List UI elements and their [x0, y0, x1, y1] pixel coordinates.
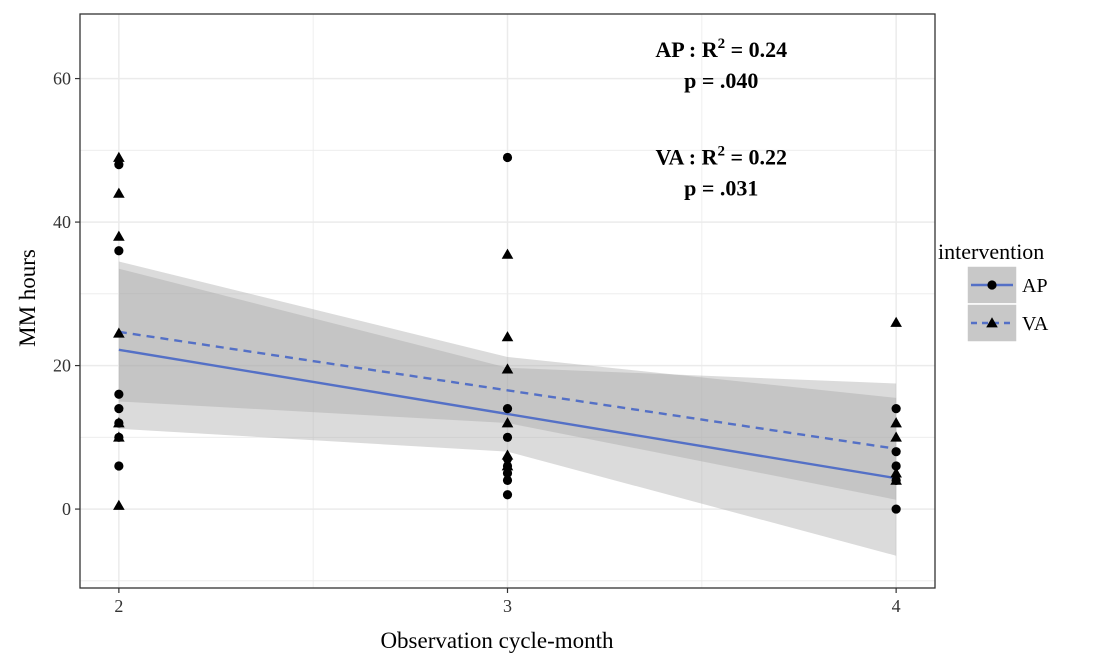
data-point-ap	[891, 461, 901, 471]
data-point-va	[113, 417, 125, 428]
axis-ticks	[75, 77, 897, 593]
data-point-va	[113, 327, 125, 338]
data-point-va	[501, 363, 514, 374]
data-point-ap	[114, 389, 124, 399]
annotation-p-va: p = .031	[684, 176, 758, 201]
y-axis-title: MM hours	[15, 249, 40, 347]
data-point-va	[890, 431, 902, 442]
data-point-va	[501, 331, 514, 342]
data-point-va	[113, 187, 125, 198]
x-tick-label: 4	[892, 596, 901, 616]
confidence-band-va	[118, 261, 897, 500]
data-point-ap	[502, 468, 513, 478]
data-point-va	[501, 449, 514, 460]
y-tick-label: 20	[53, 356, 71, 376]
data-point-va	[890, 474, 902, 485]
annotation-p-ap: p = .040	[684, 68, 758, 93]
data-point-va	[113, 151, 125, 162]
annotation-r2-va: VA : R2 = 0.22	[656, 144, 788, 170]
data-point-va	[890, 467, 902, 478]
legend-label-ap: AP	[1022, 275, 1048, 297]
legend-marker-ap	[987, 280, 997, 290]
legend-label-va: VA	[1022, 313, 1049, 335]
data-point-ap	[891, 404, 901, 414]
data-point-ap	[502, 432, 513, 442]
fit-line-ap	[118, 348, 897, 480]
x-tick-label: 3	[503, 596, 512, 616]
data-points	[113, 151, 902, 514]
y-tick-label: 0	[62, 499, 71, 519]
y-tick-label: 60	[53, 69, 71, 89]
data-point-ap	[891, 504, 901, 514]
legend-title: intervention	[938, 239, 1044, 264]
data-point-ap	[114, 160, 124, 170]
y-tick-label: 40	[53, 212, 71, 232]
data-point-va	[890, 417, 902, 428]
x-axis-title: Observation cycle-month	[380, 628, 614, 653]
data-point-ap	[114, 246, 124, 256]
data-point-va	[501, 248, 514, 259]
data-point-ap	[502, 152, 513, 163]
data-point-va	[113, 499, 125, 510]
data-point-ap	[114, 461, 124, 471]
data-point-ap	[502, 404, 513, 414]
fit-lines	[118, 330, 897, 480]
x-tick-label: 2	[114, 596, 123, 616]
data-point-ap	[114, 404, 124, 414]
data-point-ap	[891, 447, 901, 457]
legend: intervention AP VA	[938, 239, 1049, 343]
data-point-ap	[502, 490, 513, 500]
legend-marker-va	[986, 317, 998, 328]
data-point-va	[890, 316, 902, 327]
data-point-va	[113, 230, 125, 241]
data-point-va	[113, 431, 125, 442]
data-point-ap	[502, 475, 513, 485]
annotation-r2-ap: AP : R2 = 0.24	[655, 36, 787, 62]
data-point-va	[501, 417, 514, 428]
axis-tick-labels: 0 20 40 60 2 3 4	[53, 69, 901, 616]
fit-line-va	[118, 330, 897, 450]
annotations: AP : R2 = 0.24 p = .040 VA : R2 = 0.22 p = …	[655, 36, 787, 201]
data-point-va	[501, 460, 514, 471]
